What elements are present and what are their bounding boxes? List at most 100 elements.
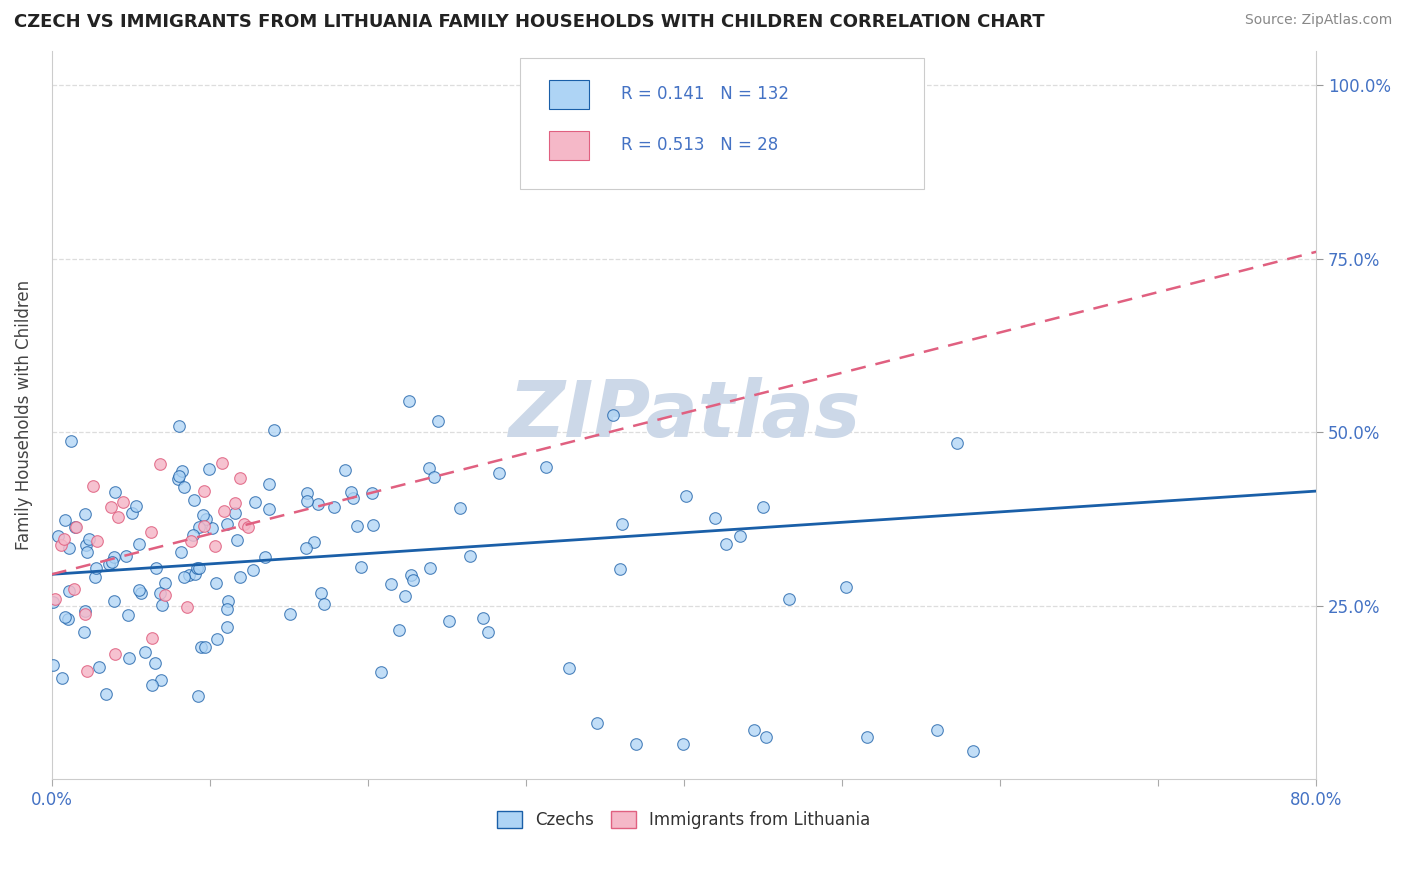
Point — [610, 517, 633, 532]
Point — [173, 570, 195, 584]
Point — [173, 480, 195, 494]
Point — [458, 549, 481, 563]
Point — [380, 577, 402, 591]
Point — [215, 601, 238, 615]
Point — [76, 544, 98, 558]
Point — [128, 537, 150, 551]
Point — [186, 560, 208, 574]
Point — [73, 607, 96, 621]
Point — [149, 586, 172, 600]
Point — [190, 640, 212, 654]
Point — [139, 525, 162, 540]
Point — [609, 562, 631, 576]
Point — [51, 671, 73, 685]
Point — [193, 508, 215, 522]
Point — [217, 517, 239, 532]
FancyBboxPatch shape — [548, 131, 589, 160]
Point — [170, 464, 193, 478]
Point — [370, 665, 392, 680]
Point — [79, 532, 101, 546]
Point — [177, 567, 200, 582]
Point — [242, 563, 264, 577]
Point — [534, 459, 557, 474]
Point — [117, 607, 139, 622]
Point — [394, 589, 416, 603]
Point — [253, 550, 276, 565]
Point — [217, 620, 239, 634]
Point — [263, 423, 285, 437]
Point — [295, 485, 318, 500]
Point — [294, 541, 316, 555]
Point — [228, 471, 250, 485]
Point — [101, 555, 124, 569]
Point — [311, 586, 333, 600]
Point — [342, 491, 364, 505]
Point — [150, 673, 173, 688]
Point — [418, 561, 440, 575]
FancyBboxPatch shape — [548, 80, 589, 109]
Point — [188, 560, 211, 574]
Point — [155, 575, 177, 590]
Point — [602, 408, 624, 422]
Point — [778, 592, 800, 607]
Point — [65, 520, 87, 534]
Point — [180, 533, 202, 548]
Text: Source: ZipAtlas.com: Source: ZipAtlas.com — [1244, 13, 1392, 28]
Point — [214, 504, 236, 518]
Point — [187, 690, 209, 704]
Text: R = 0.141   N = 132: R = 0.141 N = 132 — [621, 86, 789, 103]
Point — [312, 597, 335, 611]
Point — [229, 570, 252, 584]
Point — [87, 660, 110, 674]
Point — [211, 456, 233, 470]
Point — [141, 678, 163, 692]
Point — [100, 500, 122, 515]
Point — [257, 502, 280, 516]
Point — [236, 519, 259, 533]
Point — [167, 472, 190, 486]
Point — [75, 604, 97, 618]
Point — [346, 518, 368, 533]
Point — [361, 486, 384, 500]
Point — [742, 723, 765, 738]
Point — [73, 624, 96, 639]
Point — [76, 665, 98, 679]
Point — [225, 533, 247, 547]
Point — [307, 497, 329, 511]
Point — [399, 568, 422, 582]
Point — [927, 723, 949, 738]
Point — [84, 561, 107, 575]
Point — [170, 545, 193, 559]
Point — [398, 393, 420, 408]
Point — [224, 506, 246, 520]
Point — [121, 506, 143, 520]
Point — [835, 580, 858, 594]
Point — [117, 650, 139, 665]
Point — [755, 731, 778, 745]
Point — [58, 584, 80, 599]
Point — [962, 744, 984, 758]
Point — [44, 592, 66, 607]
Point — [150, 598, 173, 612]
Point — [63, 520, 86, 534]
Point — [183, 493, 205, 508]
Point — [751, 500, 773, 514]
Point — [59, 434, 82, 449]
Point — [402, 573, 425, 587]
Point — [58, 541, 80, 555]
Point — [52, 532, 75, 546]
Point — [714, 537, 737, 551]
Point — [103, 549, 125, 564]
Point — [104, 485, 127, 500]
Point — [193, 518, 215, 533]
Point — [53, 513, 76, 527]
Point — [856, 731, 879, 745]
Point — [194, 640, 217, 654]
Point — [188, 520, 211, 534]
Point — [153, 588, 176, 602]
Point — [295, 494, 318, 508]
Point — [217, 594, 239, 608]
Point — [112, 495, 135, 509]
Text: ZIPatlas: ZIPatlas — [508, 376, 860, 453]
Text: R = 0.513   N = 28: R = 0.513 N = 28 — [621, 136, 778, 154]
